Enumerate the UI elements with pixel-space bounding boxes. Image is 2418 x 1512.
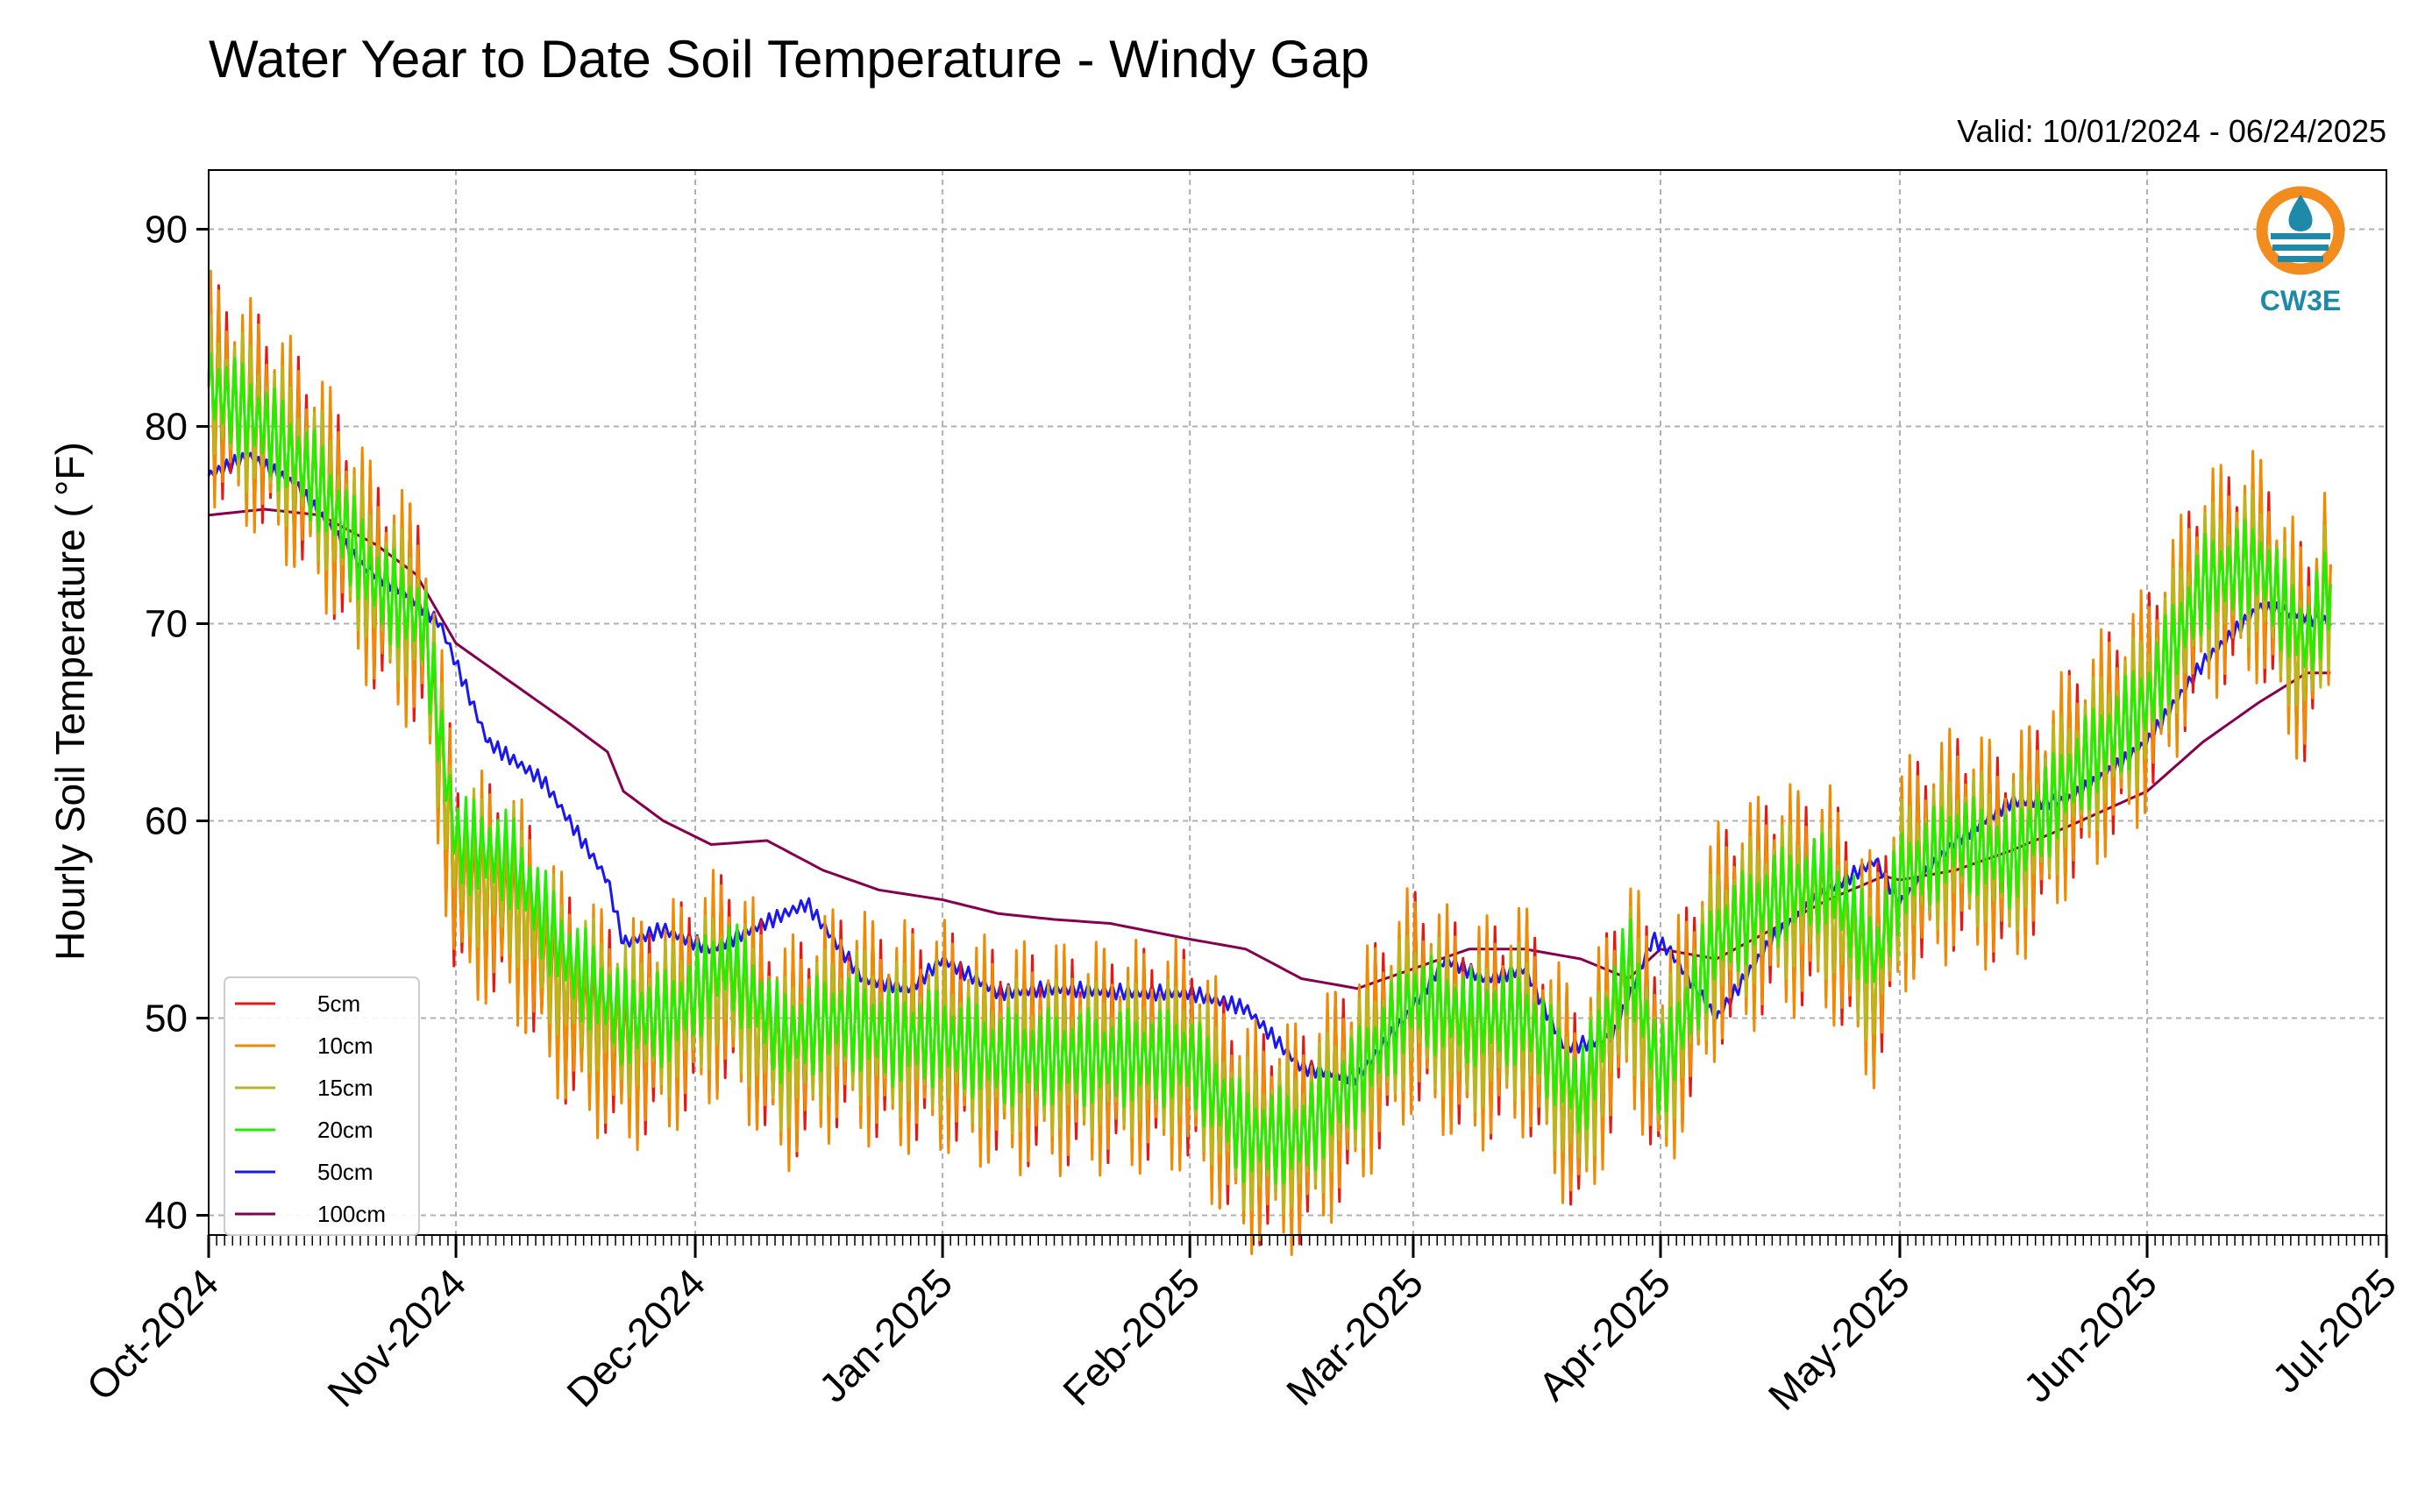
y-tick-label: 50 [145,997,188,1040]
x-tick-label: Jun-2025 [2015,1260,2166,1410]
chart-title: Water Year to Date Soil Temperature - Wi… [209,30,1369,89]
plot-area [207,269,2332,1256]
x-tick-label: Mar-2025 [1277,1260,1432,1414]
legend-label: 100cm [317,1201,386,1227]
x-tick-label: Nov-2024 [318,1260,474,1416]
x-tick-label: May-2025 [1760,1260,1918,1418]
legend: 5cm 10cm 15cm 20cm 50cm 100cm [224,976,420,1236]
y-tick-label: 90 [145,209,188,252]
legend-label: 15cm [317,1075,373,1101]
cw3e-logo: CW3E [2256,186,2345,316]
x-tick-label: Oct-2024 [78,1260,228,1409]
x-tick-label: Apr-2025 [1529,1260,1679,1409]
logo-wave-2 [2272,245,2329,251]
y-axis-label: Hourly Soil Temperature ( °F) [47,442,93,961]
y-tick-label: 80 [145,406,188,449]
series-line-20cm [207,352,2332,1185]
y-tick-label: 70 [145,603,188,646]
x-tick-label: Jan-2025 [810,1260,961,1410]
y-tick-label: 60 [145,800,188,843]
legend-label: 5cm [317,990,360,1017]
y-tick-label: 40 [145,1195,188,1238]
series-line-50cm [207,451,2332,1086]
series-line-15cm [207,313,2332,1216]
plot-frame [208,169,2387,1236]
logo-text: CW3E [2260,285,2341,316]
valid-date-range: Valid: 10/01/2024 - 06/24/2025 [1957,113,2386,149]
water-drop-icon [2288,195,2313,231]
x-tick-label: Feb-2025 [1054,1260,1208,1414]
logo-ring [2256,186,2345,275]
x-tick-label: Dec-2024 [558,1260,714,1416]
x-tick-label: Jul-2025 [2264,1260,2406,1402]
logo-wave-1 [2271,233,2330,239]
legend-label: 20cm [317,1117,373,1143]
legend-label: 50cm [317,1159,373,1185]
legend-label: 10cm [317,1033,373,1059]
logo-wave-3 [2278,256,2323,262]
